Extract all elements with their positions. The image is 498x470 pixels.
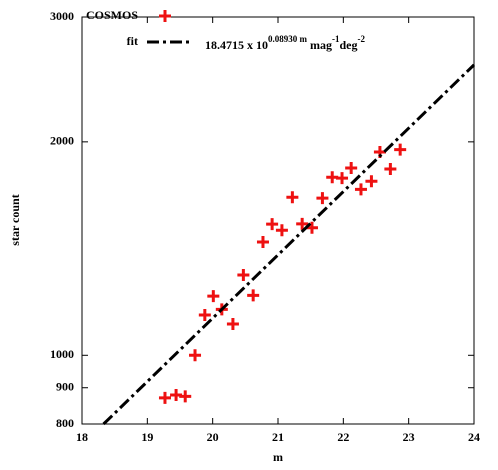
- x-tick-label: 18: [76, 430, 88, 444]
- y-tick-label: 1000: [50, 347, 74, 361]
- data-point: [198, 308, 211, 321]
- data-point: [365, 175, 378, 188]
- annotation-part: -1: [332, 34, 340, 44]
- data-point: [354, 183, 367, 196]
- data-point: [179, 390, 192, 403]
- data-point: [345, 162, 358, 175]
- data-point: [316, 192, 329, 205]
- x-tick-label: 20: [207, 430, 219, 444]
- y-tick-label: 800: [56, 416, 74, 430]
- plot-frame: [81, 16, 475, 425]
- data-point: [158, 391, 171, 404]
- y-tick-label: 900: [56, 379, 74, 393]
- x-tick-label: 21: [272, 430, 284, 444]
- data-point: [296, 217, 309, 230]
- data-point: [189, 349, 202, 362]
- data-point: [394, 143, 407, 156]
- x-axis-label: m: [273, 450, 283, 464]
- annotation-part: mag: [307, 38, 332, 52]
- annotation-part: -2: [358, 34, 366, 44]
- data-point: [275, 224, 288, 237]
- x-tick-label: 19: [141, 430, 153, 444]
- annotation-part: deg: [340, 38, 358, 52]
- data-point: [207, 290, 220, 303]
- data-point: [226, 317, 239, 330]
- legend-marker: [159, 10, 171, 22]
- data-point: [256, 235, 269, 248]
- x-tick-label: 23: [403, 430, 415, 444]
- x-tick-label: 24: [468, 430, 480, 444]
- data-point: [247, 289, 260, 302]
- data-point: [336, 172, 349, 185]
- x-tick-label: 22: [337, 430, 349, 444]
- annotation-part: 18.4715 x 10: [205, 38, 268, 52]
- annotation: 18.4715 x 100.08930 m mag-1deg-2: [205, 34, 365, 52]
- data-point: [237, 268, 250, 281]
- fit-line: [102, 63, 476, 426]
- data-point: [266, 218, 279, 231]
- legend-label: fit: [127, 34, 138, 48]
- data-point: [286, 191, 299, 204]
- legend-label: COSMOS: [86, 8, 138, 22]
- data-point: [384, 163, 397, 176]
- y-tick-label: 3000: [50, 9, 74, 23]
- y-tick-label: 2000: [50, 134, 74, 148]
- y-axis-label: star count: [8, 194, 22, 245]
- annotation-part: 0.08930 m: [268, 34, 308, 44]
